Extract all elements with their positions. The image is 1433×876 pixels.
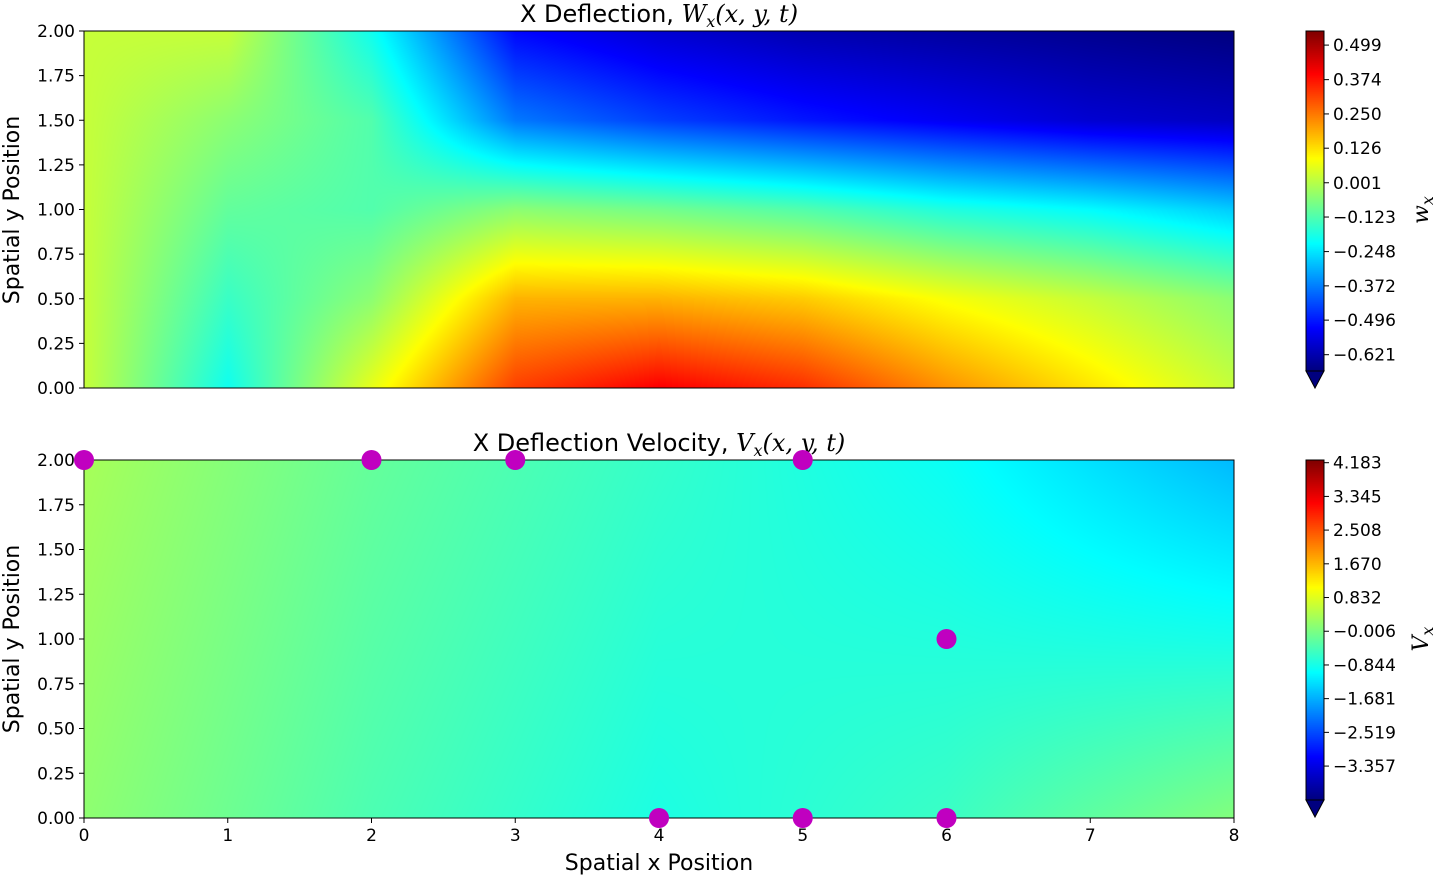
velocity-colorbar-ticks: 4.183 3.345 2.508 1.670 0.832 −0.006 −0.844 −1.… [1324, 454, 1396, 777]
velocity-markers [74, 450, 957, 828]
x-tick-label: 8 [1229, 826, 1240, 846]
colorbar-tick-label: −1.681 [1333, 690, 1396, 710]
y-tick-label: 1.75 [37, 496, 75, 516]
deflection-colorbar-ticks: 0.499 0.374 0.250 0.126 0.001 −0.123 −0.248 −0.… [1324, 36, 1396, 366]
y-tick-label: 0.25 [37, 764, 75, 784]
x-tick-label: 2 [366, 826, 377, 846]
y-tick-label: 1.50 [37, 541, 75, 561]
x-tick-label: 3 [510, 826, 521, 846]
colorbar-tick-label: −0.123 [1333, 208, 1396, 228]
colorbar-tick-label: −3.357 [1333, 757, 1396, 777]
velocity-panel: X Deflection Velocity, Vx(x, y, t) 0.000… [0, 429, 1433, 876]
colorbar-tick-label: 3.345 [1333, 487, 1382, 507]
velocity-heatmap [84, 460, 1234, 818]
velocity-y-ticks: 0.00 0.25 0.50 0.75 1.00 1.25 1.50 1.75 2.00 [37, 451, 84, 829]
y-tick-label: 1.75 [37, 67, 75, 87]
colorbar-tick-label: 0.250 [1333, 105, 1382, 125]
velocity-y-label: Spatial y Position [0, 545, 25, 733]
y-tick-label: 1.00 [37, 630, 75, 650]
deflection-heatmap [84, 31, 1234, 388]
x-tick-label: 6 [941, 826, 952, 846]
colorbar-tick-label: 1.670 [1333, 555, 1382, 575]
y-tick-label: 1.50 [37, 111, 75, 131]
y-tick-label: 1.00 [37, 201, 75, 221]
sensor-marker [936, 808, 957, 828]
deflection-colorbar-extend [1305, 370, 1325, 390]
y-tick-label: 1.25 [37, 156, 75, 176]
deflection-panel: X Deflection, Wx(x, y, t) 0.000.250.500.… [0, 0, 1433, 399]
deflection-title: X Deflection, Wx(x, y, t) [520, 0, 798, 31]
x-tick-label: 5 [797, 826, 808, 846]
sensor-marker [505, 450, 526, 470]
y-tick-label: 0.50 [37, 720, 75, 740]
colorbar-tick-label: 2.508 [1333, 521, 1382, 541]
y-tick-label: 2.00 [37, 22, 75, 42]
colorbar-tick-label: 0.832 [1333, 589, 1382, 609]
colorbar-tick-label: −0.372 [1333, 277, 1396, 297]
y-tick-label: 0.00 [37, 809, 75, 829]
x-tick-label: 1 [222, 826, 233, 846]
colorbar-tick-label: −0.006 [1333, 622, 1396, 642]
sensor-marker [792, 808, 813, 828]
y-tick-label: 0.25 [37, 334, 75, 354]
velocity-colorbar-extend [1305, 799, 1325, 819]
velocity-colorbar [1306, 460, 1324, 800]
y-tick-label: 2.00 [37, 451, 75, 471]
x-tick-label: 0 [79, 826, 90, 846]
deflection-y-label: Spatial y Position [0, 116, 25, 304]
x-tick-label: 4 [654, 826, 665, 846]
velocity-colorbar-label: Vx [1409, 627, 1433, 652]
y-tick-label: 1.25 [37, 585, 75, 605]
sensor-marker [936, 629, 957, 649]
velocity-x-label: Spatial x Position [565, 851, 753, 876]
sensor-marker [649, 808, 669, 828]
colorbar-tick-label: −0.496 [1333, 311, 1396, 331]
colorbar-tick-label: 0.126 [1333, 139, 1382, 159]
deflection-y-ticks: 0.00 0.25 0.50 0.75 1.00 1.25 1.50 1.75 2.00 [37, 22, 84, 399]
sensor-marker [74, 450, 94, 470]
colorbar-tick-label: −0.844 [1333, 656, 1396, 676]
colorbar-tick-label: −0.621 [1333, 346, 1396, 366]
colorbar-tick-label: 4.183 [1333, 454, 1382, 474]
y-tick-label: 0.50 [37, 290, 75, 310]
deflection-colorbar [1306, 31, 1324, 371]
y-tick-label: 0.75 [37, 675, 75, 695]
velocity-title: X Deflection Velocity, Vx(x, y, t) [473, 429, 846, 460]
colorbar-tick-label: 0.374 [1333, 71, 1382, 91]
sensor-marker [792, 450, 813, 470]
deflection-colorbar-label: wx [1409, 196, 1433, 224]
colorbar-tick-label: 0.499 [1333, 36, 1382, 56]
y-tick-label: 0.75 [37, 245, 75, 265]
sensor-marker [361, 450, 382, 470]
colorbar-tick-label: −2.519 [1333, 723, 1396, 743]
colorbar-tick-label: 0.001 [1333, 174, 1382, 194]
colorbar-tick-label: −0.248 [1333, 243, 1396, 263]
y-tick-label: 0.00 [37, 379, 75, 399]
x-tick-label: 7 [1085, 826, 1096, 846]
